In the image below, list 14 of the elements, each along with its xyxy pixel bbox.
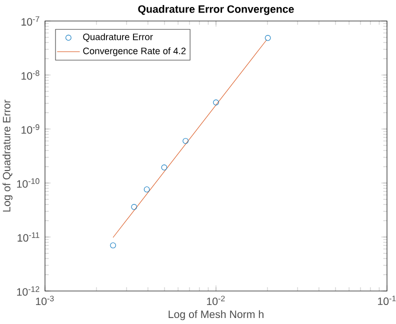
y-tick-label: 10$^{-11}$ xyxy=(18,232,40,242)
y-tick-label: 10$^{-9}$ xyxy=(22,124,40,134)
x-tick-label: 10$^{-1}$ xyxy=(378,296,396,306)
y-tick-label: 10$^{-7}$ xyxy=(22,16,40,26)
chart-title: Quadrature Error Convergence xyxy=(138,5,294,15)
y-tick-label: 10$^{-12}$ xyxy=(17,286,40,296)
y-axis-title: Log of Quadrature Error xyxy=(2,100,12,212)
x-axis-title: Log of Mesh Norm h xyxy=(168,310,264,320)
y-tick-label: 10$^{-8}$ xyxy=(22,70,40,80)
y-tick-label: 10$^{-10}$ xyxy=(17,178,40,188)
x-tick-label: 10$^{-2}$ xyxy=(207,296,225,306)
legend-label: Quadrature Error xyxy=(83,33,153,42)
x-tick-label: 10$^{-3}$ xyxy=(36,296,54,306)
legend-label: Convergence Rate of 4.2 xyxy=(83,47,186,56)
